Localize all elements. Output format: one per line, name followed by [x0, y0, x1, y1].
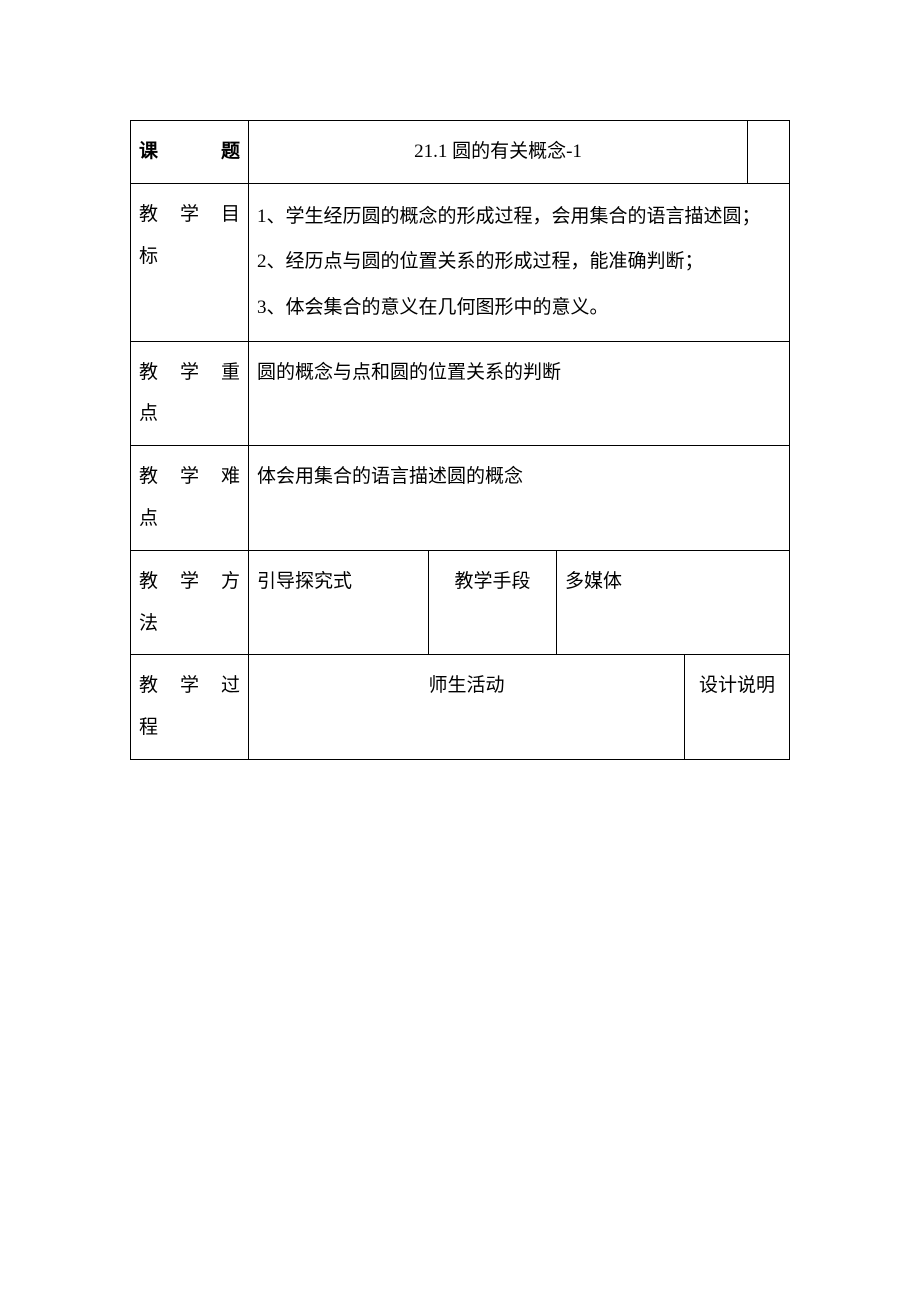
lesson-plan-table: 课题 21.1 圆的有关概念-1 教学目 标 1、学生经历圆的概念的形成过程，会… — [130, 120, 790, 760]
focus-content-cell: 圆的概念与点和圆的位置关系的判断 — [249, 341, 790, 446]
means-value-cell: 多媒体 — [557, 550, 790, 655]
method-value-cell: 引导探究式 — [249, 550, 429, 655]
topic-empty-cell — [748, 121, 790, 184]
row-method: 教学方 法 引导探究式 教学手段 多媒体 — [131, 550, 790, 655]
notes-cell: 设计说明 — [685, 655, 790, 760]
label-objective-line1: 教学目 — [139, 194, 240, 236]
notes-text: 设计说明 — [699, 675, 775, 696]
activity-cell: 师生活动 — [249, 655, 685, 760]
label-difficulty-line2: 点 — [139, 508, 158, 529]
objective-content-text: 1、学生经历圆的概念的形成过程，会用集合的语言描述圆； 2、经历点与圆的位置关系… — [257, 206, 761, 318]
label-topic: 课题 — [131, 121, 249, 184]
label-objective-line2: 标 — [139, 246, 158, 267]
label-method: 教学方 法 — [131, 550, 249, 655]
label-method-line2: 法 — [139, 613, 158, 634]
label-process-line1: 教学过 — [139, 665, 240, 707]
means-label-cell: 教学手段 — [429, 550, 557, 655]
label-focus: 教学重 点 — [131, 341, 249, 446]
label-difficulty: 教学难 点 — [131, 446, 249, 551]
label-method-line1: 教学方 — [139, 561, 240, 603]
label-topic-text: 课题 — [139, 141, 240, 162]
row-objective: 教学目 标 1、学生经历圆的概念的形成过程，会用集合的语言描述圆； 2、经历点与… — [131, 183, 790, 341]
label-difficulty-line1: 教学难 — [139, 456, 240, 498]
topic-title-cell: 21.1 圆的有关概念-1 — [249, 121, 748, 184]
objective-content-cell: 1、学生经历圆的概念的形成过程，会用集合的语言描述圆； 2、经历点与圆的位置关系… — [249, 183, 790, 341]
label-focus-line2: 点 — [139, 403, 158, 424]
label-process: 教学过 程 — [131, 655, 249, 760]
means-label-text: 教学手段 — [454, 571, 530, 592]
method-value-text: 引导探究式 — [257, 571, 352, 592]
label-objective: 教学目 标 — [131, 183, 249, 341]
means-value-text: 多媒体 — [565, 571, 622, 592]
row-topic: 课题 21.1 圆的有关概念-1 — [131, 121, 790, 184]
topic-title-text: 21.1 圆的有关概念-1 — [414, 141, 582, 162]
label-focus-line1: 教学重 — [139, 352, 240, 394]
difficulty-content-cell: 体会用集合的语言描述圆的概念 — [249, 446, 790, 551]
row-difficulty: 教学难 点 体会用集合的语言描述圆的概念 — [131, 446, 790, 551]
row-focus: 教学重 点 圆的概念与点和圆的位置关系的判断 — [131, 341, 790, 446]
label-process-line2: 程 — [139, 717, 158, 738]
focus-content-text: 圆的概念与点和圆的位置关系的判断 — [257, 362, 561, 383]
row-process: 教学过 程 师生活动 设计说明 — [131, 655, 790, 760]
difficulty-content-text: 体会用集合的语言描述圆的概念 — [257, 466, 523, 487]
activity-text: 师生活动 — [428, 675, 504, 696]
